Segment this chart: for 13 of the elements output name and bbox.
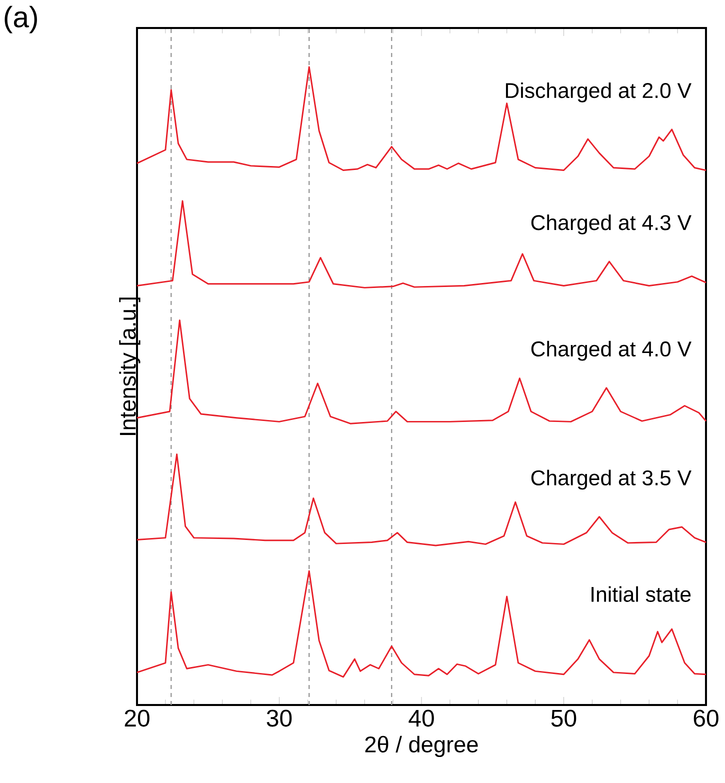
- series-label: Charged at 4.3 V: [531, 214, 692, 234]
- x-tick-label: 60: [694, 710, 718, 727]
- x-tick-label: 50: [551, 710, 576, 727]
- series-label: Initial state: [592, 586, 691, 602]
- series-label: Discharged at 2.0 V: [506, 82, 692, 102]
- x-tick-label: 30: [266, 710, 292, 727]
- series-label: Charged at 4.0 V: [531, 340, 692, 361]
- series-label: Charged at 3.5 V: [531, 470, 692, 490]
- x-tick-label: 40: [408, 710, 434, 727]
- x-axis-title: 2θ / degree: [365, 736, 478, 757]
- x-tick-label: 20: [124, 710, 150, 727]
- y-axis-title: Intensity [a.u.]: [119, 298, 140, 435]
- chart-title: (a): [4, 6, 37, 34]
